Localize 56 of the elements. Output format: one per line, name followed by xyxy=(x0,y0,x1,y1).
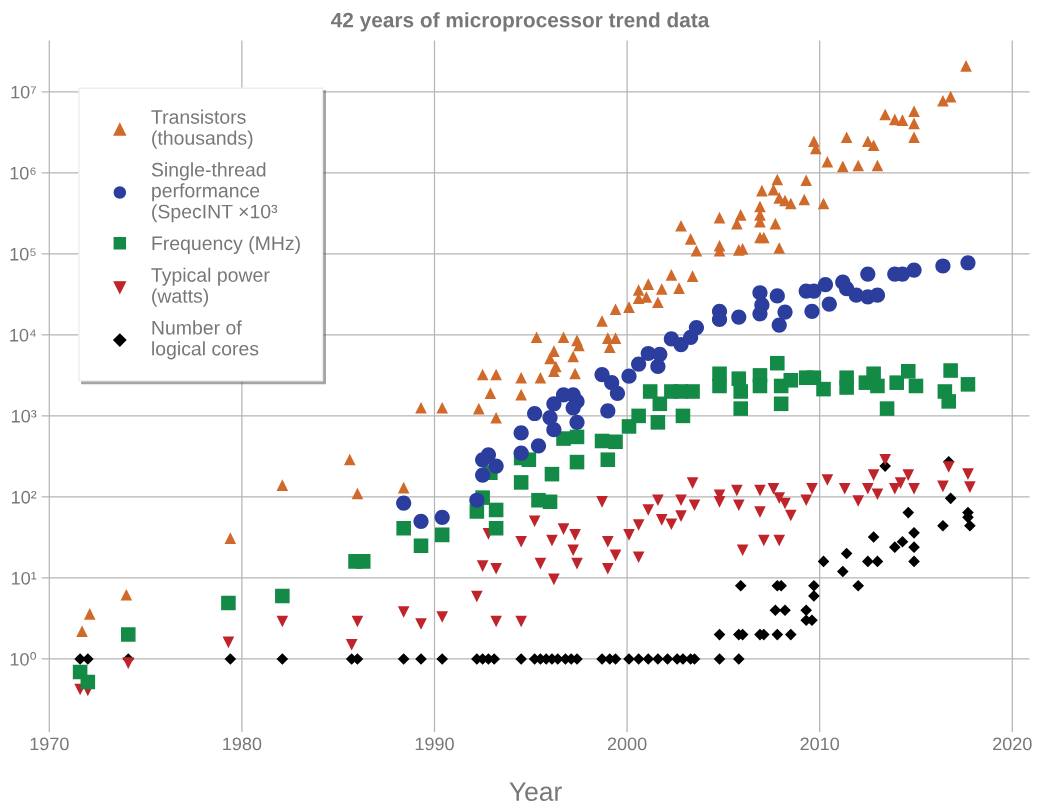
x-tick-label: 1970 xyxy=(30,737,69,751)
point xyxy=(771,317,787,333)
point xyxy=(546,422,562,438)
y-tick-label: 10⁴ xyxy=(10,328,36,342)
point xyxy=(480,447,497,463)
legend-label: Transistors (thousands) xyxy=(151,109,253,149)
point xyxy=(475,467,491,483)
x-axis-title: Year xyxy=(509,782,562,801)
y-tick-label: 10³ xyxy=(12,409,37,423)
point xyxy=(817,277,834,293)
x-tick-label: 2020 xyxy=(993,737,1032,751)
point xyxy=(688,319,705,336)
point xyxy=(396,495,412,511)
x-tick-label: 2000 xyxy=(607,737,647,751)
point xyxy=(906,262,922,278)
point xyxy=(621,368,637,384)
point xyxy=(513,425,529,441)
point xyxy=(527,405,543,422)
y-tick-label: 10⁰ xyxy=(10,652,37,666)
point xyxy=(960,255,976,271)
point xyxy=(609,385,626,401)
point xyxy=(754,297,770,313)
point xyxy=(513,445,529,461)
point xyxy=(821,296,837,312)
legend-label: Number of logical cores xyxy=(152,320,259,360)
y-tick-label: 10⁵ xyxy=(10,247,36,261)
point xyxy=(569,414,585,430)
point xyxy=(804,303,820,319)
point xyxy=(631,356,647,372)
y-tick-label: 10⁶ xyxy=(10,166,36,180)
legend-label: Frequency (MHz) xyxy=(152,235,300,255)
point xyxy=(869,287,886,303)
point xyxy=(731,309,747,325)
point xyxy=(488,458,504,474)
legend-label: Typical power (watts) xyxy=(151,267,270,307)
point xyxy=(652,346,668,362)
point xyxy=(600,403,616,419)
point xyxy=(860,266,876,282)
x-tick-label: 1980 xyxy=(223,737,262,751)
y-tick-label: 10¹ xyxy=(12,571,37,585)
point xyxy=(546,396,562,412)
point xyxy=(413,513,429,529)
point xyxy=(935,258,951,274)
x-tick-label: 2010 xyxy=(800,737,840,751)
point xyxy=(777,304,793,320)
point xyxy=(530,438,547,454)
y-tick-label: 10⁷ xyxy=(11,85,37,99)
x-tick-label: 1990 xyxy=(415,737,454,751)
point xyxy=(565,400,581,416)
point xyxy=(594,366,610,383)
chart-title: 42 years of microprocessor trend data xyxy=(331,12,710,32)
legend-label: Single-thread performance (SpecINT ×10³ xyxy=(151,162,278,223)
point xyxy=(434,509,450,525)
point xyxy=(769,288,785,304)
y-tick-label: 10² xyxy=(12,490,37,504)
point xyxy=(469,492,485,508)
